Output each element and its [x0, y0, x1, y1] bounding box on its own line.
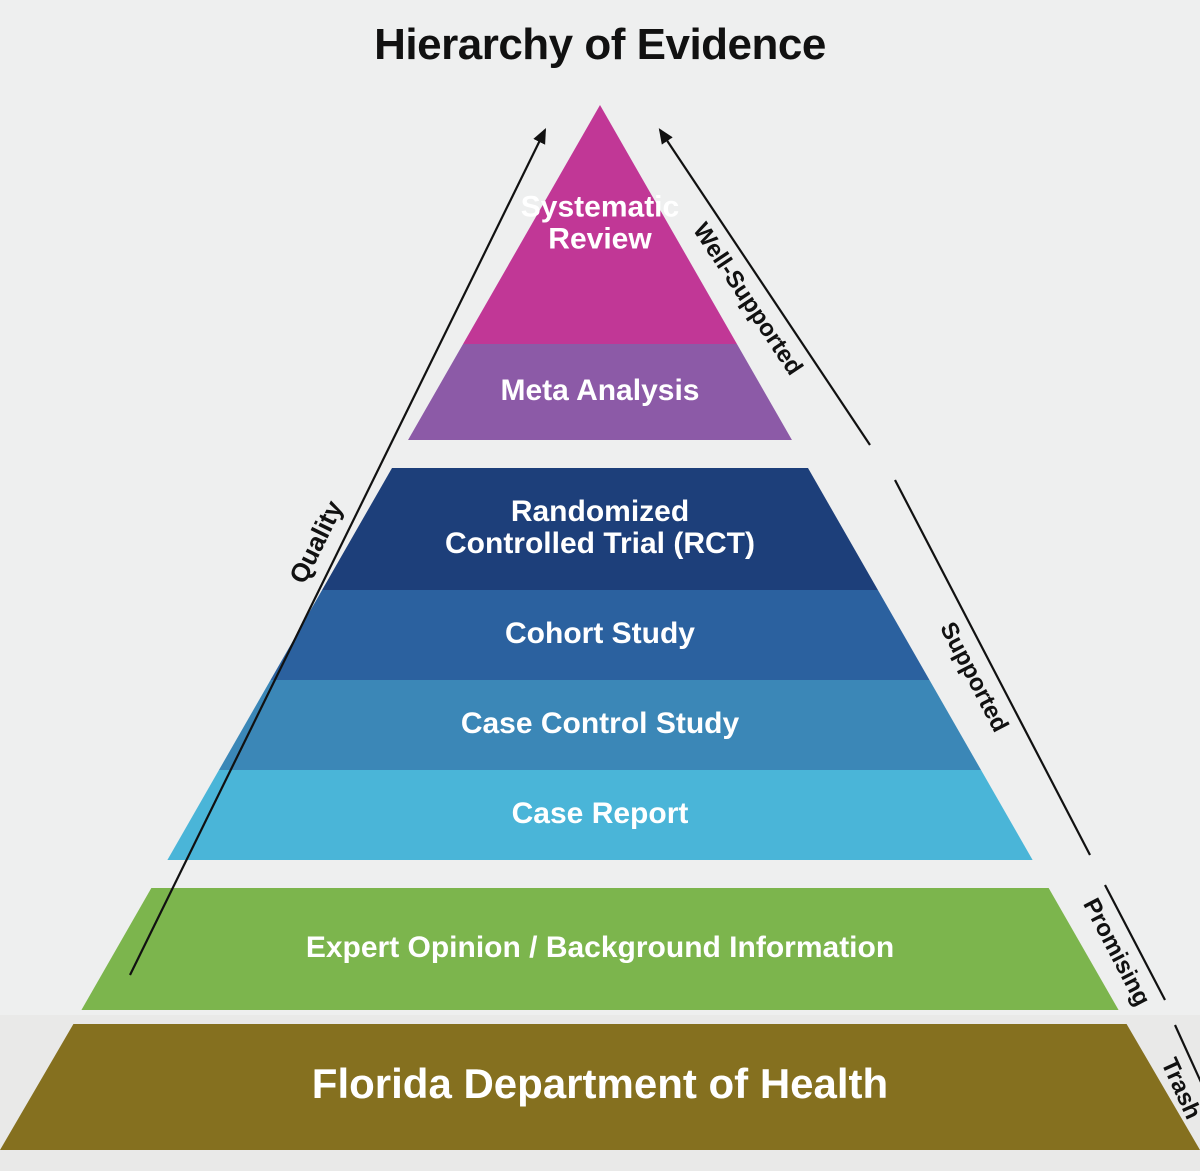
pyramid-diagram: SystematicReviewMeta AnalysisRandomizedC…	[0, 0, 1200, 1171]
pyramid-label-meta-analysis: Meta Analysis	[501, 374, 700, 407]
pyramid-label-case-control: Case Control Study	[461, 707, 740, 740]
pyramid-label-case-report: Case Report	[512, 797, 689, 830]
pyramid-label-expert-opinion: Expert Opinion / Background Information	[306, 931, 894, 964]
pyramid-label-florida-doh: Florida Department of Health	[312, 1060, 888, 1107]
pyramid-label-cohort-study: Cohort Study	[505, 617, 695, 650]
page-title: Hierarchy of Evidence	[0, 20, 1200, 70]
